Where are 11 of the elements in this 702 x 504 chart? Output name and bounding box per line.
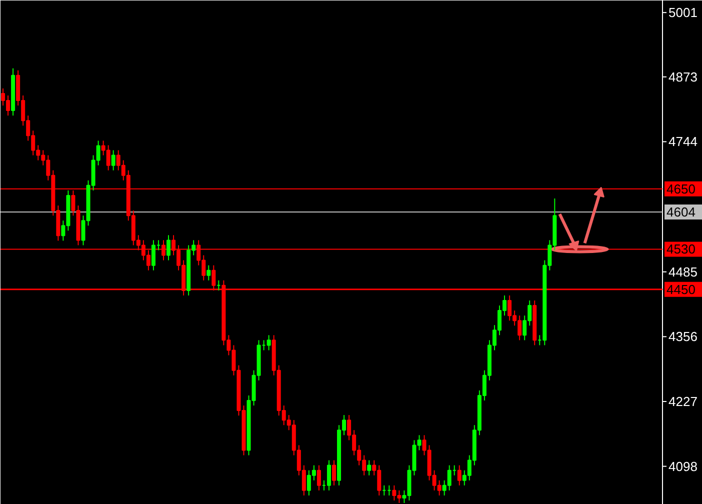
y-tick-label: 5001 [668,5,698,20]
ref-line-label: 4650 [666,181,696,196]
y-tick-label: 4873 [668,69,698,84]
ref-line-label: 4530 [666,242,696,257]
ref-line-label: 4450 [666,282,696,297]
y-tick-label: 4744 [668,134,698,150]
y-tick-label: 4485 [668,264,698,280]
y-tick-label: 4356 [668,329,698,344]
ref-line-label: 4604 [666,204,696,220]
y-tick-label: 4098 [668,458,698,474]
y-tick-label: 4227 [668,394,698,409]
